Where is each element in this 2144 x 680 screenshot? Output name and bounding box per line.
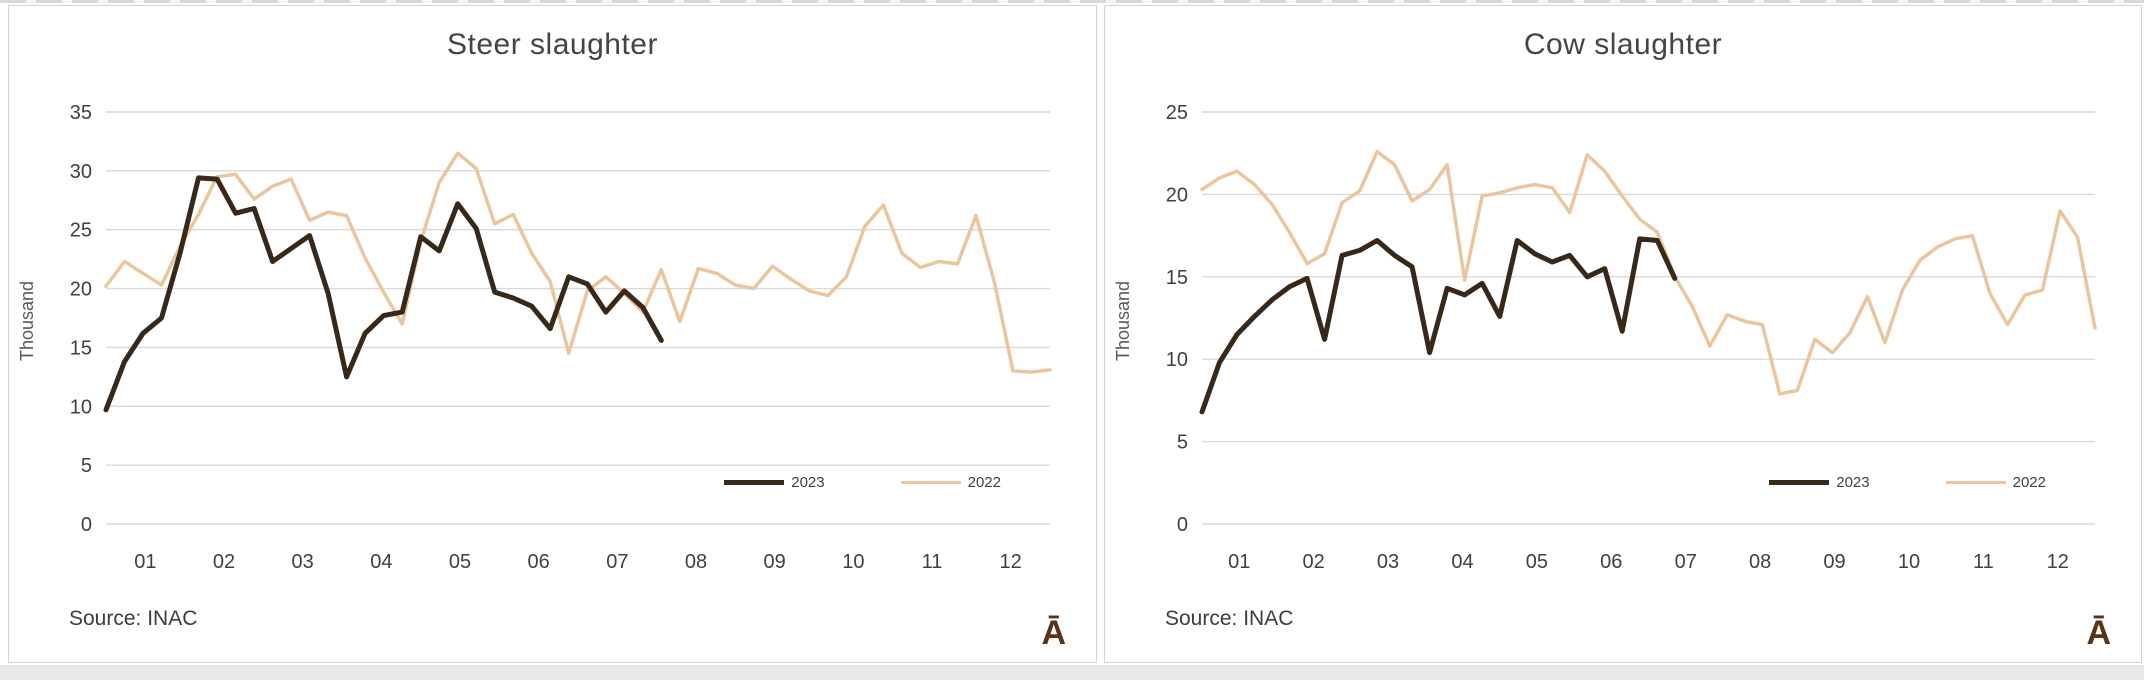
svg-text:15: 15 — [70, 337, 92, 359]
x-tick-labels: 01 02 03 04 05 06 07 08 09 10 11 12 — [134, 551, 1022, 573]
svg-text:5: 5 — [1177, 432, 1188, 454]
legend-label: 2022 — [967, 474, 1001, 491]
cropped-content-edge — [0, 0, 2144, 3]
svg-text:04: 04 — [370, 551, 392, 573]
svg-text:0: 0 — [1177, 514, 1188, 536]
svg-text:20: 20 — [70, 279, 92, 301]
svg-text:0: 0 — [81, 514, 92, 536]
legend-label: 2023 — [791, 474, 825, 491]
screenshot-bottom-edge — [0, 665, 2144, 680]
brand-logo: Ā — [2086, 614, 2111, 652]
svg-text:10: 10 — [70, 396, 92, 418]
svg-text:03: 03 — [292, 551, 314, 573]
series-line-2022 — [1200, 149, 2097, 396]
chart-panel-steer: 0 5 10 15 20 25 30 35 01 02 03 04 05 06 07 08 09 10 11 12 S… — [8, 5, 1097, 663]
legend-item-2023: 2023 — [724, 474, 825, 491]
chart-title: Steer slaughter — [447, 28, 658, 61]
y-axis-title: Thousand — [1113, 280, 1133, 362]
svg-text:07: 07 — [606, 551, 628, 573]
svg-text:35: 35 — [70, 102, 92, 124]
chart-panel-cow: 0 5 10 15 20 25 01 02 03 04 05 06 07 08 09 10 11 12 Cow s… — [1104, 5, 2142, 663]
svg-text:09: 09 — [1823, 551, 1845, 573]
series-line-2023 — [1199, 236, 1678, 415]
svg-text:11: 11 — [922, 551, 943, 573]
svg-text:01: 01 — [1228, 551, 1250, 573]
svg-text:07: 07 — [1675, 551, 1697, 573]
svg-text:10: 10 — [1166, 349, 1188, 371]
y-tick-labels: 0 5 10 15 20 25 — [1166, 102, 1188, 536]
brand-logo: Ā — [1041, 614, 1066, 652]
legend-label: 2023 — [1836, 474, 1870, 491]
legend-swatch-2022 — [900, 481, 961, 484]
legend-swatch-2022 — [1945, 481, 2006, 484]
svg-text:06: 06 — [1600, 551, 1622, 573]
y-tick-labels: 0 5 10 15 20 25 30 35 — [70, 102, 92, 536]
svg-text:01: 01 — [134, 551, 156, 573]
legend-item-2022: 2022 — [900, 474, 1001, 491]
series-line-2023 — [103, 175, 664, 413]
svg-text:06: 06 — [528, 551, 550, 573]
svg-text:10: 10 — [1898, 551, 1920, 573]
svg-text:20: 20 — [1166, 184, 1188, 206]
series-line-2022 — [104, 151, 1052, 374]
legend-swatch-2023 — [1769, 480, 1830, 485]
svg-text:10: 10 — [842, 551, 864, 573]
svg-text:02: 02 — [213, 551, 235, 573]
legend-label: 2022 — [2012, 474, 2046, 491]
legend-item-2023: 2023 — [1769, 474, 1870, 491]
chart-legend: 2023 2022 — [1769, 474, 2046, 491]
svg-text:5: 5 — [81, 455, 92, 477]
source-note: Source: INAC — [69, 607, 198, 630]
svg-text:05: 05 — [449, 551, 471, 573]
svg-text:08: 08 — [1749, 551, 1771, 573]
svg-text:04: 04 — [1451, 551, 1473, 573]
svg-text:02: 02 — [1303, 551, 1325, 573]
legend-swatch-2023 — [724, 480, 785, 485]
svg-text:09: 09 — [764, 551, 786, 573]
chart-legend: 2023 2022 — [724, 474, 1001, 491]
svg-text:08: 08 — [685, 551, 707, 573]
x-tick-labels: 01 02 03 04 05 06 07 08 09 10 11 12 — [1228, 551, 2069, 573]
gridlines — [1202, 111, 2095, 525]
source-note: Source: INAC — [1165, 607, 1294, 630]
svg-text:11: 11 — [1973, 551, 1994, 573]
svg-text:30: 30 — [70, 161, 92, 183]
svg-text:15: 15 — [1166, 267, 1188, 289]
svg-text:03: 03 — [1377, 551, 1399, 573]
svg-text:12: 12 — [1000, 551, 1022, 573]
svg-text:12: 12 — [2047, 551, 2069, 573]
svg-text:25: 25 — [1166, 102, 1188, 124]
svg-text:05: 05 — [1526, 551, 1548, 573]
y-axis-title: Thousand — [17, 280, 37, 362]
svg-text:25: 25 — [70, 220, 92, 242]
chart-title: Cow slaughter — [1523, 28, 1723, 61]
legend-item-2022: 2022 — [1945, 474, 2046, 491]
